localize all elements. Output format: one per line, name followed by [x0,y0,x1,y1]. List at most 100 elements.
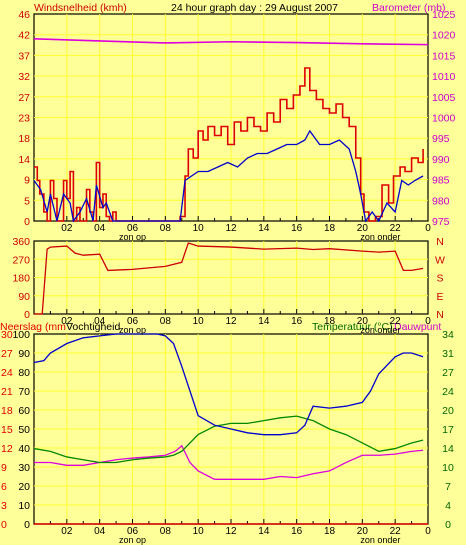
axis-ticks [49,216,429,524]
x-tick-label: 06 [127,223,139,234]
sunrise-label: zon op [119,232,146,242]
direction-tick-label: 270 [12,254,30,266]
temperature-tick-label: 34 [442,329,454,341]
rain-tick-label: 18 [1,405,13,417]
x-tick-label: 14 [258,223,270,234]
rain-tick-label: 3 [1,500,7,512]
sunset-label: zon onder [360,232,400,242]
x-tick-label: 20 [357,526,369,537]
rain-tick-label: 0 [1,519,7,531]
x-tick-label: 14 [258,316,270,327]
x-tick-label: 02 [61,316,73,327]
rain-tick-label: 9 [1,462,7,474]
barometer-tick-label: 990 [432,154,450,166]
wind-speed-tick-label: 32 [18,71,30,83]
x-tick-label: 06 [127,316,139,327]
humidity-tick-label: 0 [24,519,30,531]
x-tick-label: 06 [127,526,139,537]
x-tick-label: 22 [390,316,402,327]
direction-tick-label: 90 [18,291,30,303]
wind-speed-tick-label: 27 [18,92,30,104]
x-tick-label: 08 [160,316,172,327]
wind-speed-axis-title: Windsnelheid (kmh) [34,2,127,14]
compass-tick-label: N [436,309,444,321]
temperature-tick-label: 7 [445,481,451,493]
sunrise-label: zon op [119,535,146,545]
x-tick-label: 10 [193,223,205,234]
data-series [33,38,429,525]
barometer-tick-label: 1010 [432,71,456,83]
x-tick-label: 16 [291,223,303,234]
dewpoint-line [34,444,424,480]
humidity-tick-label: 90 [18,348,30,360]
barometer-tick-label: 1005 [432,92,456,104]
barometer-axis-title: Barometer (mb) [372,2,446,14]
direction-tick-label: 0 [24,309,30,321]
barometer-tick-label: 980 [432,195,450,207]
chart-title: 24 hour graph day : 29 August 2007 [171,2,338,14]
x-tick-label: 16 [291,316,303,327]
x-tick-label: 04 [94,316,106,327]
temperature-tick-label: 14 [442,443,454,455]
temperature-tick-label: 0 [445,519,451,531]
humidity-line [33,333,424,436]
rain-tick-label: 15 [1,424,13,436]
direction-tick-label: 180 [12,273,30,285]
x-tick-label: 18 [324,526,336,537]
tick-labels: 0591418232732374246975980985990995100010… [1,9,456,545]
dewpoint-axis-title: Dauwpunt [394,321,441,333]
temperature-tick-label: 4 [445,500,451,512]
humidity-axis-title: Vochtigheid [66,321,120,333]
humidity-tick-label: 80 [18,367,30,379]
compass-tick-label: W [435,254,445,266]
rain-tick-label: 30 [1,329,13,341]
temperature-tick-label: 17 [442,424,454,436]
wind-speed-tick-label: 23 [18,113,30,125]
wind-average-line [33,129,424,223]
x-tick-label: 20 [357,316,369,327]
x-tick-label: 12 [225,316,237,327]
grid-lines [34,14,428,524]
humidity-tick-label: 60 [18,405,30,417]
temperature-tick-label: 27 [442,367,454,379]
humidity-tick-label: 70 [18,386,30,398]
wind-speed-tick-label: 46 [18,9,30,21]
temperature-axis-title: Temperatuur (°C) [312,321,393,333]
wind-speed-tick-label: 14 [18,154,30,166]
x-tick-label: 22 [390,223,402,234]
sunset-label: zon onder [360,325,400,335]
humidity-tick-label: 40 [18,443,30,455]
x-tick-label: 16 [291,526,303,537]
rain-tick-label: 12 [1,443,13,455]
wind-speed-tick-label: 18 [18,133,30,145]
barometer-tick-label: 1025 [432,9,456,21]
rain-tick-label: 21 [1,386,13,398]
barometer-tick-label: 1000 [432,113,456,125]
wind-speed-tick-label: 42 [18,30,30,42]
barometer-tick-label: 1015 [432,50,456,62]
temperature-tick-label: 10 [442,462,454,474]
barometer-tick-label: 995 [432,133,450,145]
x-tick-label: 12 [225,526,237,537]
x-tick-label: 20 [357,223,369,234]
wind-speed-tick-label: 9 [24,175,30,187]
x-tick-label: 14 [258,526,270,537]
sunset-label: zon onder [360,535,400,545]
rain-tick-label: 24 [1,367,13,379]
temperature-tick-label: 31 [442,348,454,360]
wind-speed-tick-label: 37 [18,50,30,62]
x-tick-label: 04 [94,526,106,537]
x-tick-label: 08 [160,526,172,537]
x-tick-label: 02 [61,223,73,234]
barometer-tick-label: 1020 [432,30,456,42]
temperature-line [33,415,424,464]
rain-tick-label: 6 [1,481,7,493]
x-tick-label: 10 [193,526,205,537]
wind-speed-tick-label: 0 [24,216,30,228]
x-tick-label: 08 [160,223,172,234]
humidity-tick-label: 20 [18,481,30,493]
x-tick-label: 0 [425,223,431,234]
x-tick-label: 18 [324,223,336,234]
x-tick-label: 04 [94,223,106,234]
